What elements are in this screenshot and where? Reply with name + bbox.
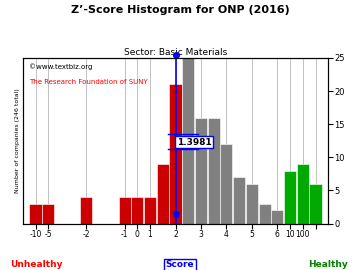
Bar [157, 164, 169, 224]
Bar [258, 204, 271, 224]
Text: 1.3981: 1.3981 [177, 137, 212, 147]
Text: The Research Foundation of SUNY: The Research Foundation of SUNY [29, 79, 148, 85]
Bar [131, 197, 143, 224]
Bar [208, 117, 220, 224]
Bar [144, 197, 156, 224]
Bar [284, 171, 296, 224]
Bar [30, 204, 41, 224]
Bar [195, 117, 207, 224]
Y-axis label: Number of companies (246 total): Number of companies (246 total) [15, 88, 20, 193]
Bar [310, 184, 321, 224]
Bar [220, 144, 233, 224]
Text: ©www.textbiz.org: ©www.textbiz.org [29, 63, 92, 69]
Bar [246, 184, 258, 224]
Bar [182, 58, 194, 224]
Text: Score: Score [166, 260, 194, 269]
Text: Unhealthy: Unhealthy [10, 260, 62, 269]
Bar [42, 204, 54, 224]
Bar [170, 85, 181, 224]
Bar [271, 210, 283, 224]
Text: Healthy: Healthy [308, 260, 347, 269]
Bar [233, 177, 245, 224]
Bar [297, 164, 309, 224]
Text: Z’-Score Histogram for ONP (2016): Z’-Score Histogram for ONP (2016) [71, 5, 289, 15]
Bar [80, 197, 93, 224]
Bar [118, 197, 131, 224]
Title: Sector: Basic Materials: Sector: Basic Materials [124, 48, 227, 57]
